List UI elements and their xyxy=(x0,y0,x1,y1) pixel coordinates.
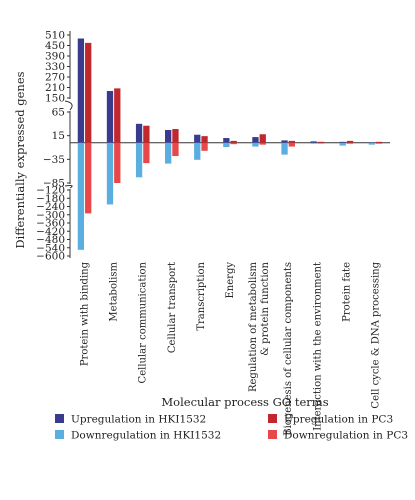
y-tick-label: 210 xyxy=(45,82,65,94)
bar xyxy=(106,142,114,205)
bar xyxy=(172,129,179,143)
category-label: Regulation of metabolism& protein functi… xyxy=(248,261,271,392)
bar xyxy=(281,140,288,143)
bar xyxy=(194,134,201,143)
bar xyxy=(375,142,383,144)
category-label: Protein fate xyxy=(341,262,352,322)
legend-label: Upregulation in PC3 xyxy=(284,414,393,426)
y-tick-label: 270 xyxy=(45,72,65,84)
bar xyxy=(230,142,237,145)
bar xyxy=(339,141,346,143)
y-tick-label: −180 xyxy=(36,193,65,205)
bar xyxy=(143,142,150,164)
legend-label: Downregulation in HKI1532 xyxy=(71,430,221,442)
bar xyxy=(317,141,325,143)
category-label: Cellular transport xyxy=(167,262,178,353)
bar xyxy=(375,141,383,143)
category-label-line: Regulation of metabolism xyxy=(248,261,259,392)
bars xyxy=(77,38,383,250)
legend-label: Upregulation in HKI1532 xyxy=(71,414,206,426)
bar xyxy=(288,142,295,147)
category-label: Interaction with the environment xyxy=(312,262,323,431)
bar xyxy=(288,140,295,143)
category-label: Energy xyxy=(225,262,236,299)
legend-swatch xyxy=(55,414,64,423)
bar xyxy=(368,142,375,145)
y-ticks: 5104503903302702101506515−35−85−120−180−… xyxy=(36,30,70,263)
bar xyxy=(259,134,266,143)
bar xyxy=(310,142,317,144)
bar xyxy=(106,91,114,143)
bar xyxy=(77,38,85,143)
bar xyxy=(135,142,143,178)
y-tick-label: 390 xyxy=(45,51,65,63)
axis-break-mark xyxy=(64,100,73,111)
bar xyxy=(252,137,259,143)
x-axis-title: Molecular process GO terms xyxy=(161,395,328,409)
y-tick-label: 450 xyxy=(45,40,65,52)
y-axis-title: Differentially expressed genes xyxy=(13,71,27,248)
y-tick-label: 15 xyxy=(52,130,65,142)
bar xyxy=(346,142,354,144)
bar xyxy=(346,140,354,143)
bar xyxy=(85,42,92,143)
category-label: Cell cycle & DNA processing xyxy=(370,261,381,408)
category-labels: Protein with binding Metabolism Cellular c… xyxy=(80,261,382,435)
legend-label: Downregulation in PC3 xyxy=(284,430,408,442)
bar xyxy=(135,123,143,143)
bar xyxy=(223,138,230,143)
bar xyxy=(143,125,150,143)
y-tick-label: −420 xyxy=(36,226,65,238)
y-tick-label: 65 xyxy=(52,107,65,119)
bar xyxy=(172,142,179,157)
bar xyxy=(194,142,201,160)
y-tick-label: 510 xyxy=(45,30,65,42)
category-label: Metabolism xyxy=(109,261,120,321)
bar xyxy=(77,142,85,250)
bar xyxy=(252,142,259,147)
y-tick-label: −120 xyxy=(36,185,65,197)
y-tick-label: −540 xyxy=(36,242,65,254)
legend: Upregulation in HKI1532 Upregulation in P… xyxy=(55,414,408,442)
axis-break-mark xyxy=(64,185,73,189)
legend-swatch xyxy=(268,430,277,439)
y-tick-label: −35 xyxy=(43,154,65,166)
y-tick-label: −480 xyxy=(36,234,65,246)
category-label: Protein with binding xyxy=(80,261,91,366)
bar xyxy=(165,129,172,143)
category-label: Cellular communication xyxy=(138,261,149,383)
category-label: Transcription xyxy=(196,261,207,330)
bar xyxy=(230,140,237,143)
y-tick-label: −300 xyxy=(36,209,65,221)
legend-swatch xyxy=(268,414,277,423)
y-tick-label: −360 xyxy=(36,218,65,230)
bar xyxy=(114,142,121,183)
y-tick-label: −600 xyxy=(36,251,65,263)
y-tick-label: −85 xyxy=(43,178,65,190)
bar xyxy=(114,88,121,143)
legend-swatch xyxy=(55,430,64,439)
bar xyxy=(339,142,346,146)
bar xyxy=(368,142,375,144)
bar xyxy=(281,142,288,155)
bar xyxy=(85,142,92,214)
bar xyxy=(310,141,317,143)
y-tick-label: 150 xyxy=(45,93,65,105)
y-tick-label: 330 xyxy=(45,61,65,73)
category-label: Biogenesis of cellular components xyxy=(283,262,294,436)
bar xyxy=(165,142,172,164)
bar xyxy=(201,136,208,143)
bar xyxy=(223,142,230,148)
bar xyxy=(317,142,325,144)
bar xyxy=(201,142,208,151)
category-label-line: & protein function xyxy=(260,261,271,355)
y-tick-label: −240 xyxy=(36,201,65,213)
bar xyxy=(259,142,266,145)
